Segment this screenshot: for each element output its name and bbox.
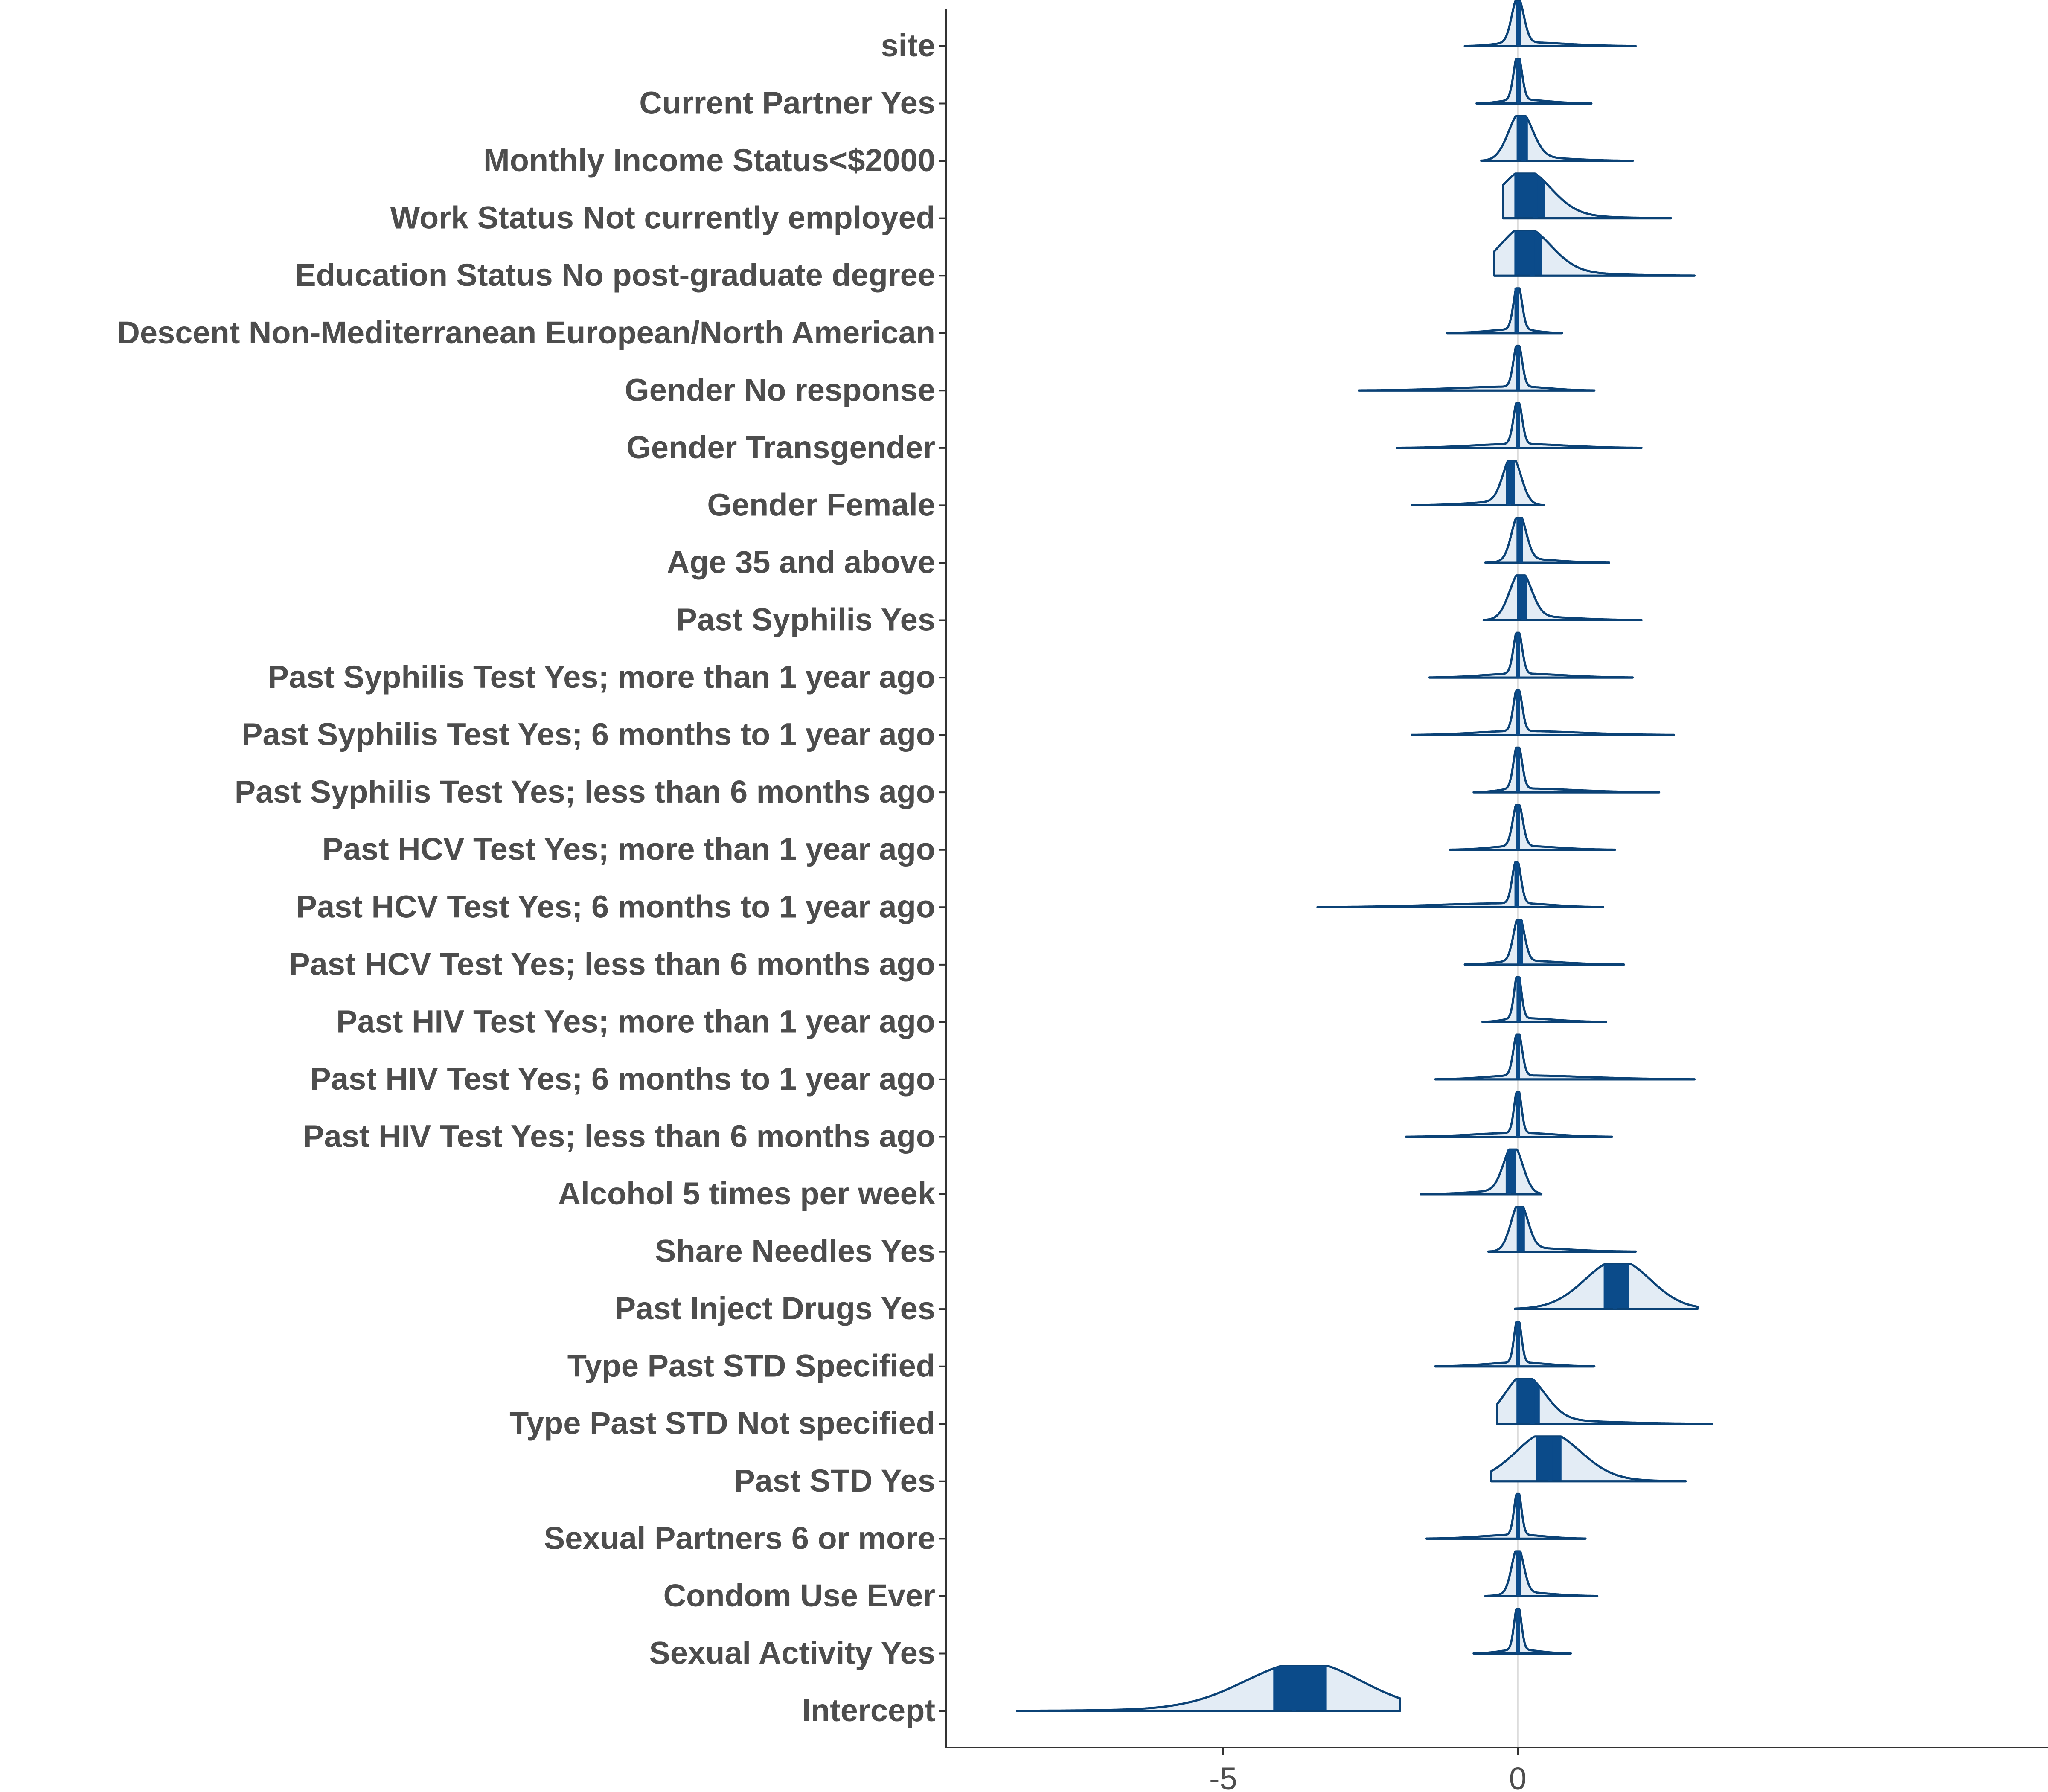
ridge-9 bbox=[1484, 517, 1610, 564]
y-tick-label: Past HIV Test Yes; less than 6 months ag… bbox=[303, 1118, 935, 1154]
x-axis: -5 0 bbox=[1209, 1748, 1527, 1792]
ridge-density bbox=[1487, 1206, 1637, 1253]
y-tick-label: Descent Non-Mediterranean European/North… bbox=[117, 315, 935, 350]
ridge-density bbox=[1472, 746, 1661, 794]
ridge-density bbox=[1405, 1091, 1613, 1138]
y-tick-label: site bbox=[881, 28, 935, 63]
y-tick-label: Sexual Partners 6 or more bbox=[544, 1520, 935, 1556]
y-tick-label: Share Needles Yes bbox=[655, 1233, 935, 1269]
y-tick-label: Condom Use Ever bbox=[663, 1578, 935, 1613]
ridge-21 bbox=[1487, 1206, 1637, 1253]
ridge-density bbox=[1446, 287, 1563, 335]
y-axis-labels: site Current Partner Yes Monthly Income St… bbox=[117, 28, 946, 1728]
ridge-density bbox=[1482, 574, 1643, 622]
ridge-density bbox=[1472, 1608, 1572, 1655]
ridges-group bbox=[1016, 0, 1713, 1712]
ridge-15 bbox=[1316, 861, 1605, 908]
ridge-density bbox=[1480, 115, 1634, 162]
y-tick-label: Alcohol 5 times per week bbox=[558, 1176, 936, 1211]
y-tick-label: Past STD Yes bbox=[734, 1463, 935, 1498]
ridge-density bbox=[1481, 976, 1607, 1023]
ridge-density bbox=[1463, 0, 1637, 47]
ridge-25 bbox=[1490, 1435, 1687, 1483]
y-tick-label: Education Status No post-graduate degree bbox=[295, 257, 935, 293]
ridge-interval bbox=[1514, 173, 1545, 218]
y-tick-label: Intercept bbox=[802, 1693, 935, 1728]
ridge-1 bbox=[1475, 58, 1593, 105]
ridge-density bbox=[1484, 1550, 1599, 1597]
x-tick-label: -5 bbox=[1209, 1761, 1237, 1792]
ridge-17 bbox=[1481, 976, 1607, 1023]
ridge-27 bbox=[1484, 1550, 1599, 1597]
ridge-26 bbox=[1425, 1492, 1587, 1540]
ridge-2 bbox=[1480, 115, 1634, 162]
ridge-13 bbox=[1472, 746, 1661, 794]
ridge-23 bbox=[1434, 1321, 1596, 1368]
ridge-8 bbox=[1411, 460, 1545, 506]
ridge-12 bbox=[1411, 689, 1675, 736]
ridge-interval bbox=[1516, 1379, 1540, 1424]
ridge-3 bbox=[1502, 172, 1672, 220]
y-tick-label: Past HCV Test Yes; more than 1 year ago bbox=[322, 832, 935, 867]
y-tick-label: Sexual Activity Yes bbox=[649, 1635, 935, 1670]
y-tick-label: Type Past STD Not specified bbox=[509, 1405, 935, 1441]
ridge-interval bbox=[1514, 231, 1542, 276]
y-tick-label: Past HCV Test Yes; less than 6 months ag… bbox=[289, 946, 935, 982]
ridge-density bbox=[1484, 517, 1610, 564]
y-tick-label: Past Syphilis Test Yes; 6 months to 1 ye… bbox=[241, 717, 935, 752]
ridge-0 bbox=[1463, 0, 1637, 47]
ridge-20 bbox=[1420, 1148, 1543, 1196]
y-tick-label: Past Inject Drugs Yes bbox=[615, 1291, 935, 1326]
ridge-density bbox=[1420, 1148, 1543, 1196]
ridge-29 bbox=[1016, 1665, 1401, 1712]
ridge-density bbox=[1475, 58, 1593, 105]
ridge-14 bbox=[1449, 804, 1616, 851]
y-tick-label: Gender Transgender bbox=[626, 430, 935, 465]
ridge-density bbox=[1411, 460, 1545, 506]
ridge-density bbox=[1016, 1665, 1401, 1712]
ridge-density bbox=[1358, 344, 1596, 392]
ridge-16 bbox=[1463, 919, 1625, 966]
y-tick-label: Past HIV Test Yes; more than 1 year ago bbox=[336, 1004, 935, 1039]
y-tick-label: Gender Female bbox=[707, 487, 935, 522]
y-tick-label: Monthly Income Status<$2000 bbox=[483, 143, 935, 178]
ridge-28 bbox=[1472, 1608, 1572, 1655]
ridge-density bbox=[1428, 631, 1634, 679]
y-tick-label: Past Syphilis Yes bbox=[676, 602, 935, 637]
y-tick-label: Current Partner Yes bbox=[639, 85, 935, 121]
ridge-4 bbox=[1493, 230, 1696, 277]
ridge-5 bbox=[1446, 287, 1563, 335]
y-tick-label: Age 35 and above bbox=[667, 544, 935, 580]
y-tick-label: Work Status Not currently employed bbox=[390, 200, 935, 236]
ridge-7 bbox=[1396, 402, 1643, 449]
ridge-10 bbox=[1482, 574, 1643, 622]
ridge-24 bbox=[1496, 1378, 1713, 1425]
ridge-6 bbox=[1358, 344, 1596, 392]
ridge-density bbox=[1411, 689, 1675, 736]
y-tick-label: Gender No response bbox=[625, 372, 935, 407]
y-tick-label: Past HCV Test Yes; 6 months to 1 year ag… bbox=[296, 889, 935, 924]
ridge-density bbox=[1463, 919, 1625, 966]
ridge-19 bbox=[1405, 1091, 1613, 1138]
x-tick-label: 0 bbox=[1509, 1761, 1527, 1792]
y-tick-label: Type Past STD Specified bbox=[567, 1348, 935, 1384]
ridge-interval bbox=[1273, 1666, 1327, 1711]
y-tick-label: Past HIV Test Yes; 6 months to 1 year ag… bbox=[310, 1061, 935, 1097]
y-tick-label: Past Syphilis Test Yes; more than 1 year… bbox=[268, 659, 935, 695]
ridge-18 bbox=[1434, 1033, 1696, 1081]
ridge-density bbox=[1425, 1492, 1587, 1540]
ridge-density bbox=[1434, 1321, 1596, 1368]
ridge-11 bbox=[1428, 631, 1634, 679]
ridge-density bbox=[1490, 1435, 1687, 1483]
ridge-density bbox=[1434, 1033, 1696, 1081]
y-tick-label: Past Syphilis Test Yes; less than 6 mont… bbox=[235, 774, 935, 809]
ridge-22 bbox=[1513, 1263, 1699, 1310]
ridge-density bbox=[1449, 804, 1616, 851]
ridge-density bbox=[1316, 861, 1605, 908]
